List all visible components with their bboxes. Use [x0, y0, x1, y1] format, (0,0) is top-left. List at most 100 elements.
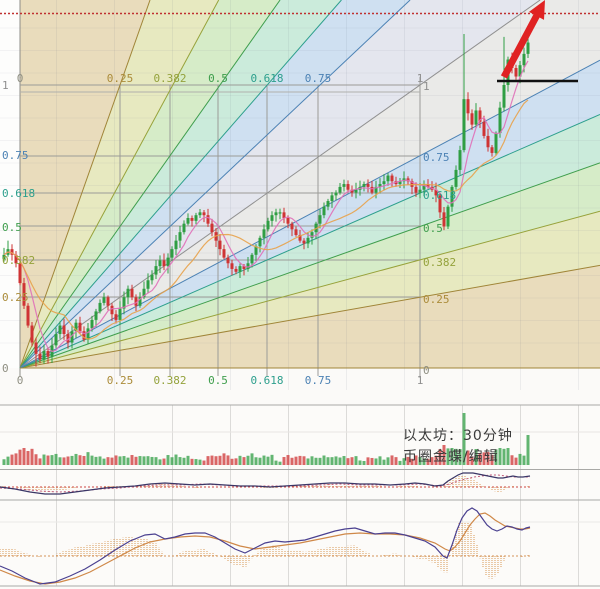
watermark-symbol-period: 以太坊：30分钟	[403, 428, 513, 444]
up-candle	[458, 150, 462, 170]
oscillator-layer	[0, 507, 531, 585]
down-candle	[370, 186, 374, 193]
fib-label: 0	[17, 374, 24, 387]
volume-bar	[94, 456, 98, 465]
down-candle	[346, 184, 350, 190]
fib-label: 1	[2, 79, 9, 92]
up-candle	[362, 184, 366, 187]
up-candle	[126, 288, 130, 298]
fib-label: 0.382	[153, 374, 186, 387]
down-candle	[82, 331, 86, 340]
volume-bar	[430, 457, 434, 465]
volume-bar	[254, 457, 258, 465]
volume-bar	[358, 460, 362, 465]
volume-bar	[226, 455, 230, 465]
up-candle	[454, 169, 458, 187]
up-candle	[314, 223, 318, 233]
volume-bar	[302, 456, 306, 465]
up-candle	[342, 184, 346, 187]
down-candle	[294, 229, 298, 235]
volume-layer	[2, 413, 530, 465]
volume-bar	[74, 453, 78, 465]
up-candle	[170, 249, 174, 258]
volume-bar	[154, 457, 158, 465]
fib-label: 0	[423, 364, 430, 377]
volume-bar	[86, 452, 90, 465]
up-candle	[238, 266, 242, 272]
volume-bar	[130, 455, 134, 465]
down-candle	[442, 212, 446, 227]
up-candle	[42, 351, 46, 360]
volume-bar	[234, 458, 238, 465]
volume-bar	[446, 448, 450, 465]
volume-bar	[442, 445, 446, 465]
volume-bar	[510, 455, 514, 465]
volume-bar	[466, 450, 470, 465]
up-candle	[522, 53, 526, 66]
up-candle	[118, 308, 122, 320]
fan-band	[20, 0, 600, 368]
down-candle	[230, 263, 234, 269]
fib-label: 0	[17, 72, 24, 85]
up-candle	[450, 186, 454, 207]
volume-bar	[30, 448, 34, 465]
volume-bar	[90, 455, 94, 465]
down-candle	[242, 266, 246, 269]
up-candle	[378, 184, 382, 187]
volume-bar	[434, 455, 438, 465]
volume-bar	[398, 460, 402, 465]
volume-bar	[34, 454, 38, 465]
down-candle	[302, 240, 306, 244]
up-candle	[518, 65, 522, 77]
volume-bar	[42, 454, 46, 465]
down-candle	[286, 218, 290, 224]
up-candle	[86, 328, 90, 340]
down-candle	[190, 218, 194, 221]
volume-bar	[62, 457, 66, 465]
volume-bar	[350, 457, 354, 465]
volume-bar	[190, 458, 194, 465]
volume-bar	[242, 457, 246, 465]
up-candle	[98, 302, 102, 312]
fib-label: 0.25	[423, 293, 450, 306]
volume-bar	[142, 456, 146, 465]
volume-bar	[422, 458, 426, 465]
volume-bar	[482, 452, 486, 465]
volume-bar	[186, 455, 190, 465]
down-candle	[114, 314, 118, 320]
volume-bar	[382, 459, 386, 465]
fib-label: 0.618	[2, 187, 35, 200]
down-candle	[470, 113, 474, 125]
volume-bar	[478, 452, 482, 465]
volume-bar	[314, 457, 318, 465]
volume-bar	[506, 448, 510, 465]
up-candle	[334, 192, 338, 196]
volume-bar	[414, 455, 418, 465]
fib-label: 1	[423, 80, 430, 93]
volume-bar	[462, 413, 466, 465]
volume-bar	[14, 453, 18, 465]
volume-bar	[138, 456, 142, 465]
down-candle	[490, 147, 494, 153]
up-candle	[54, 334, 58, 346]
volume-bar	[286, 455, 290, 465]
volume-bar	[322, 455, 326, 465]
volume-bar	[334, 456, 338, 465]
fib-label: 0.382	[153, 72, 186, 85]
up-candle	[462, 99, 466, 151]
volume-bar	[330, 457, 334, 465]
volume-bar	[294, 456, 298, 465]
up-candle	[174, 240, 178, 250]
volume-bar	[202, 460, 206, 465]
volume-bar	[194, 459, 198, 465]
up-candle	[382, 181, 386, 185]
volume-bar	[54, 453, 58, 465]
oscillator-fast-line	[0, 507, 531, 585]
volume-bar	[50, 455, 54, 465]
volume-bar	[146, 456, 150, 465]
fib-label: 0.75	[305, 72, 332, 85]
volume-bar	[354, 456, 358, 465]
volume-bar	[210, 455, 214, 465]
